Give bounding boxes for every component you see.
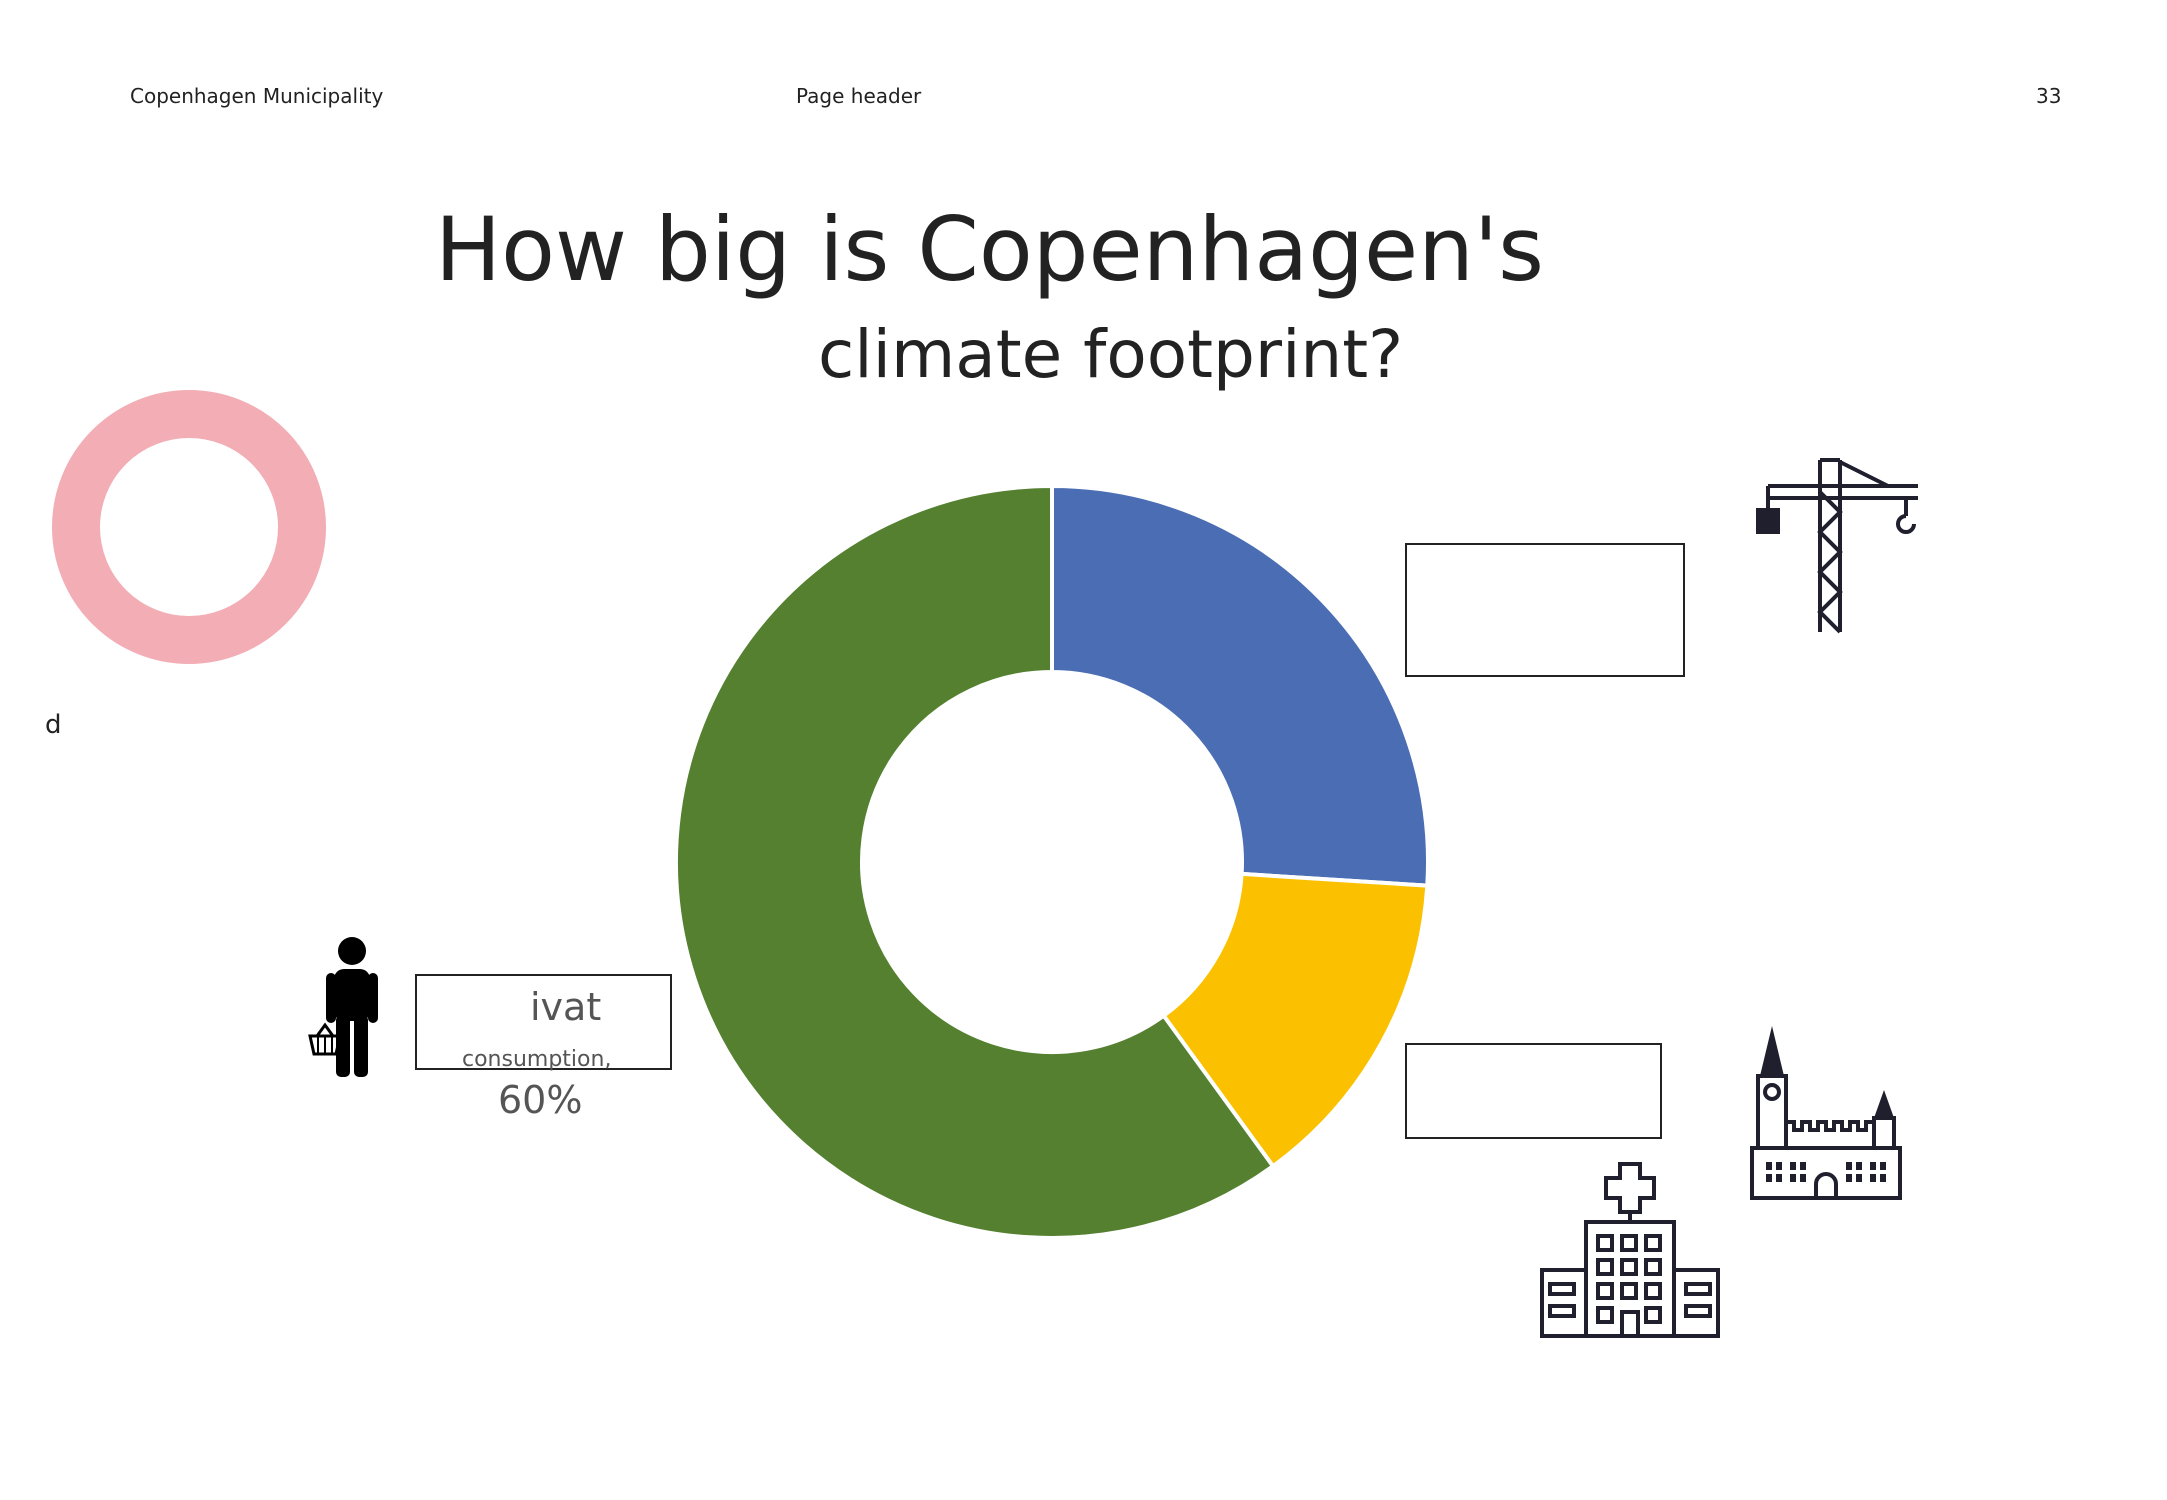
page-header: Page header — [796, 84, 922, 108]
person-with-basket-icon — [308, 937, 378, 1077]
donut-slice-2 — [1160, 871, 1430, 1169]
label-box-left — [415, 974, 672, 1070]
stray-text: d — [45, 710, 62, 740]
slice-label-value: 60% — [498, 1078, 583, 1122]
header-org-name: Copenhagen Municipality — [130, 84, 384, 108]
page-title-line-2: climate footprint? — [818, 316, 1404, 393]
page-title-line-1: How big is Copenhagen's — [435, 198, 1544, 301]
city-hall-icon — [1750, 1026, 1902, 1200]
label-box-bottom-right — [1405, 1043, 1662, 1139]
slice-label-line-2: consumption, — [462, 1047, 612, 1072]
slice-label-line-1: ivat — [530, 985, 602, 1029]
page-number: 33 — [2036, 84, 2062, 108]
label-box-top-right — [1405, 543, 1685, 677]
ring-icon — [52, 390, 326, 664]
donut-slice-1 — [1050, 483, 1430, 888]
hospital-icon — [1540, 1162, 1720, 1338]
construction-crane-icon — [1756, 458, 1918, 634]
donut-slice-3 — [674, 483, 1276, 1240]
donut-chart — [674, 483, 1430, 1240]
